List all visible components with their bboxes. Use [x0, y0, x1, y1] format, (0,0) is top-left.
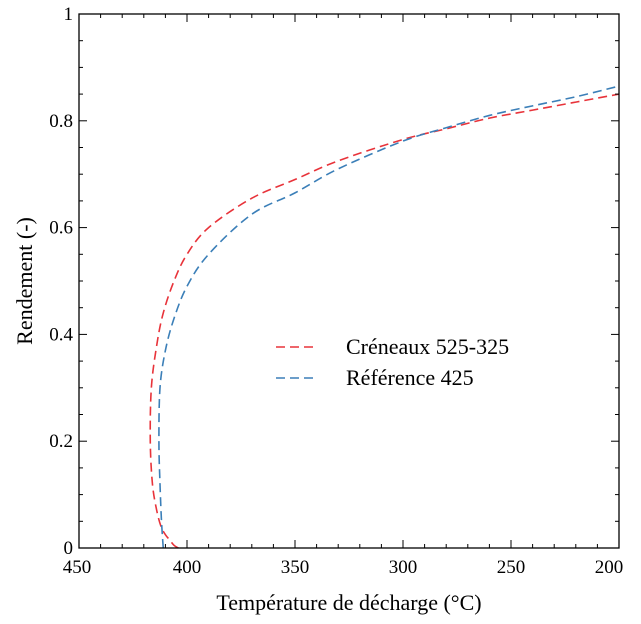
y-tick-label: 1: [64, 4, 74, 25]
legend-label-2: Référence 425: [346, 365, 474, 390]
y-tick-label: 0.6: [49, 218, 73, 239]
series-line-1: [149, 93, 620, 549]
y-axis-label: Rendement (-): [12, 217, 37, 345]
x-tick-label: 350: [281, 557, 310, 578]
legend-label-1: Créneaux 525-325: [346, 334, 509, 359]
x-tick-label: 450: [63, 557, 92, 578]
axes-layer: 450 400 350 300 250 200 0 0.2 0.4 0.6 0.8 1 Températ…: [12, 4, 623, 615]
x-axis-label: Température de décharge (°C): [216, 590, 481, 615]
y-tick-label: 0.2: [49, 431, 73, 452]
x-tick-label: 200: [595, 557, 624, 578]
series-line-2: [158, 85, 620, 549]
y-tick-label: 0.8: [49, 111, 73, 132]
legend: Créneaux 525-325 Référence 425: [276, 334, 509, 390]
x-tick-label: 300: [389, 557, 418, 578]
x-tick-label: 250: [497, 557, 526, 578]
y-tick-label: 0.4: [49, 324, 73, 345]
plot-frame: [78, 13, 620, 549]
curves-layer: [149, 85, 620, 549]
x-tick-label: 400: [173, 557, 202, 578]
y-tick-label: 0: [64, 538, 74, 559]
